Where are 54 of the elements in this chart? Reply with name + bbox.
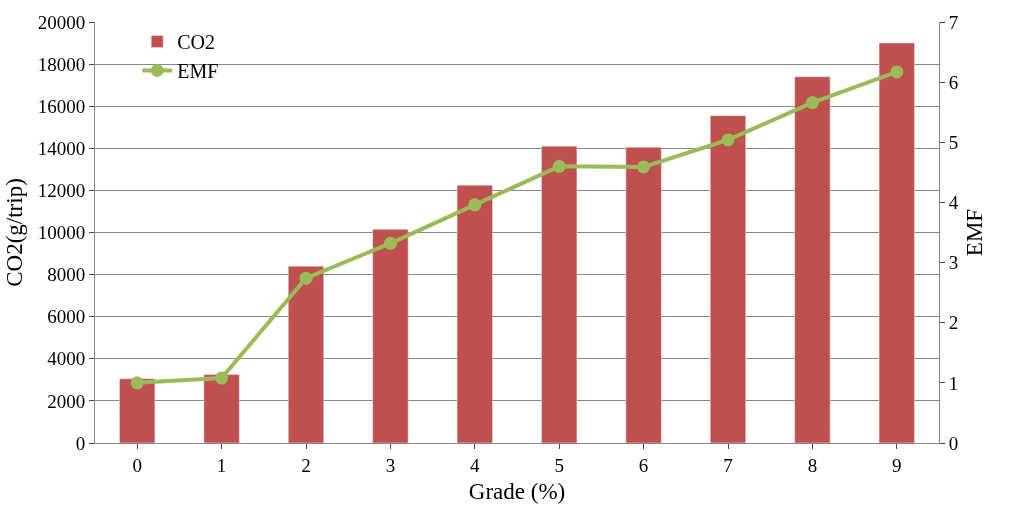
bar [372,229,409,443]
x-axis-title: Grade (%) [468,479,566,505]
x-tick-label: 8 [807,454,818,476]
bar [541,145,578,443]
x-tick-label: 9 [892,454,902,476]
bar [710,115,746,443]
y2-tick-label: 6 [948,71,959,93]
x-tick-label: 0 [132,454,142,476]
bar [119,378,156,443]
y2-tick-label: 2 [948,312,959,334]
point [299,271,313,285]
bar [794,76,831,443]
y2-tick-label: 5 [948,131,959,153]
legend-label: EMF [177,60,219,83]
y-tick-label: 14000 [37,137,86,159]
x-tick-label: 5 [554,454,564,476]
point [130,376,144,390]
y-axis-title: CO2(g/trip) [2,178,28,287]
y-tick-label: 6000 [47,306,86,328]
point [721,133,735,147]
y2-tick-label: 0 [948,432,959,454]
y-tick-label: 4000 [47,348,86,370]
y-tick-label: 18000 [37,53,86,75]
y2-tick-label: 4 [948,192,959,214]
x-tick-label: 3 [385,454,396,476]
x-tick-label: 4 [470,454,481,476]
bar [878,42,915,443]
bar [288,265,324,443]
y2-tick-label: 1 [948,372,959,394]
y-tick-label: 0 [75,432,86,454]
y-tick-label: 8000 [47,264,86,286]
legend-label: CO2 [177,31,215,54]
point [805,96,819,110]
y2-tick-label: 3 [948,252,959,274]
y2-axis-title: EMF [962,208,988,257]
y-tick-label: 10000 [37,222,86,244]
point [468,198,482,212]
point [552,159,566,173]
x-tick-label: 2 [301,454,311,476]
bar [625,147,662,443]
point [890,65,904,79]
point [383,236,397,250]
y-tick-label: 2000 [47,390,86,412]
point [637,160,651,174]
y-tick-label: 12000 [37,180,86,202]
x-tick-label: 6 [638,454,649,476]
y-tick-label: 16000 [37,95,86,117]
bar [203,374,240,443]
x-tick-label: 7 [723,454,733,476]
bar [456,184,493,443]
y-tick-label: 20000 [37,11,86,33]
y2-tick-label: 7 [948,11,959,33]
x-tick-label: 1 [216,454,227,476]
point [215,371,229,385]
